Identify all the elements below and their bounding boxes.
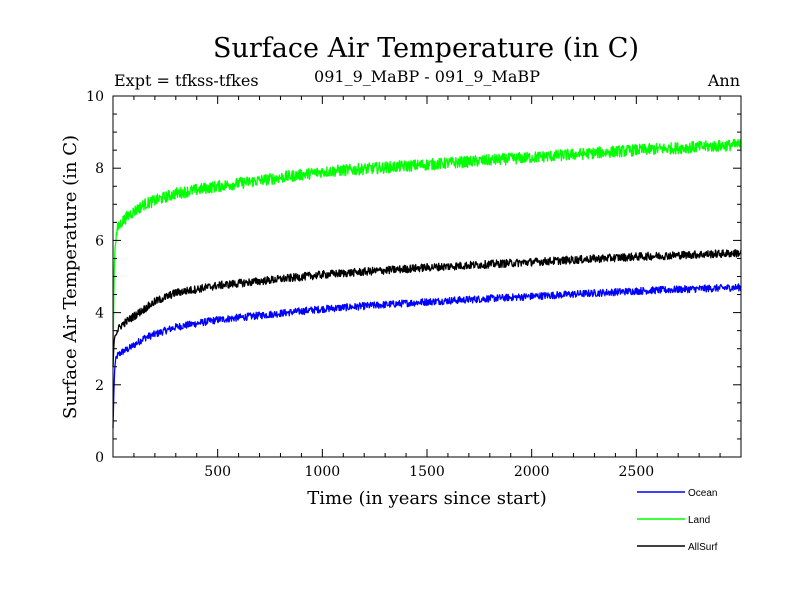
legend: Ocean Land AllSurf bbox=[637, 488, 718, 553]
series-layer bbox=[112, 138, 742, 429]
y-tick-label: 0 bbox=[95, 450, 104, 466]
season-label: Ann bbox=[707, 71, 740, 90]
y-tick-label: 4 bbox=[95, 306, 104, 322]
experiment-id-label: 091_9_MaBP - 091_9_MaBP bbox=[314, 67, 540, 86]
x-tick-label: 2500 bbox=[619, 464, 655, 480]
y-tick-label: 8 bbox=[95, 161, 104, 177]
x-tick-label: 1500 bbox=[409, 464, 445, 480]
y-tick-labels: 0 2 4 6 8 10 bbox=[86, 89, 104, 466]
series-line-ocean bbox=[112, 283, 742, 429]
legend-label-allsurf: AllSurf bbox=[688, 542, 718, 553]
tick-layer bbox=[113, 96, 741, 457]
x-tick-label: 1000 bbox=[305, 464, 341, 480]
y-tick-label: 6 bbox=[95, 233, 104, 249]
x-axis-label: Time (in years since start) bbox=[307, 488, 547, 509]
x-tick-labels: 500 1000 1500 2000 2500 bbox=[204, 464, 654, 480]
series-line-allsurf bbox=[112, 248, 742, 367]
y-axis-label: Surface Air Temperature (in C) bbox=[60, 135, 81, 419]
y-tick-label: 10 bbox=[86, 89, 104, 105]
series-line-land bbox=[112, 138, 742, 367]
legend-label-land: Land bbox=[688, 515, 710, 526]
y-tick-label: 2 bbox=[95, 378, 104, 394]
experiment-label: Expt = tfkss-tfkes bbox=[114, 71, 259, 90]
x-tick-label: 2000 bbox=[514, 464, 550, 480]
x-tick-label: 500 bbox=[204, 464, 231, 480]
chart-title: Surface Air Temperature (in C) bbox=[213, 33, 639, 64]
legend-label-ocean: Ocean bbox=[688, 488, 717, 499]
